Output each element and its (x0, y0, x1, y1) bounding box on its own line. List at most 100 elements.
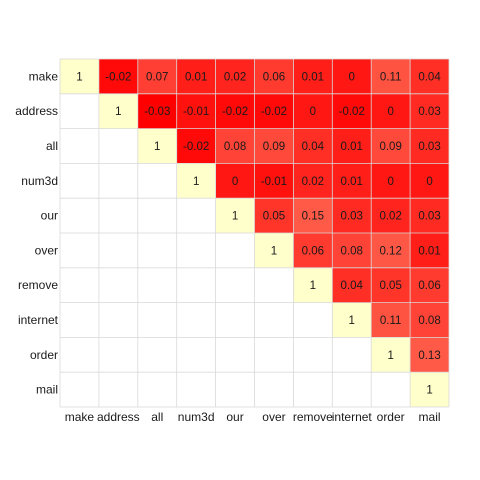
cell-value-label: 0.01 (302, 71, 324, 83)
heatmap-cell-empty (176, 267, 216, 303)
cell-value-label: 0 (310, 106, 316, 118)
heatmap-cell-num3d-over (254, 163, 294, 199)
heatmap-cell-empty (293, 337, 333, 373)
cell-value-label: 0.06 (418, 280, 440, 292)
heatmap-cell-over-remove (293, 233, 333, 268)
cell-value-label: 0.11 (380, 71, 402, 83)
heatmap-cell-empty (137, 337, 177, 373)
heatmap-cell-empty (137, 372, 177, 407)
cell-value-label: 1 (387, 350, 393, 362)
heatmap-cell-our-mail (410, 198, 449, 233)
heatmap-cell-num3d-mail (410, 163, 449, 199)
heatmap-cell-empty (254, 302, 294, 338)
heatmap-cell-empty (98, 372, 138, 407)
y-tick-label-mail: mail (36, 383, 58, 397)
heatmap-cell-all-our (215, 128, 255, 164)
cell-value-label: 1 (193, 176, 199, 188)
heatmap-cell-address-mail (410, 93, 449, 129)
y-tick-label-num3d: num3d (21, 174, 58, 188)
cell-value-label: 0 (426, 176, 432, 188)
heatmap-cell-address-all (137, 93, 177, 129)
y-tick-label-all: all (46, 139, 58, 153)
y-tick-label-internet: internet (18, 313, 59, 327)
heatmap-cell-all-internet (332, 128, 372, 164)
cell-value-label: 0.06 (302, 245, 324, 257)
heatmap-cell-empty (254, 372, 294, 407)
cell-value-label: 0 (387, 106, 393, 118)
heatmap-cell-remove-remove (293, 267, 333, 303)
heatmap-cell-empty (60, 93, 99, 129)
heatmap-cell-address-internet (332, 93, 372, 129)
cell-value-label: 0.04 (418, 71, 441, 83)
heatmap-cell-empty (176, 233, 216, 268)
cell-value-label: 0.01 (185, 71, 207, 83)
heatmap-cell-make-make (60, 59, 99, 94)
heatmap-cell-all-over (254, 128, 294, 164)
cell-value-label: 0.08 (418, 315, 440, 327)
cell-value-label: 0.01 (418, 245, 440, 257)
heatmap-cells (60, 59, 449, 407)
heatmap-cell-internet-internet (332, 302, 372, 338)
heatmap-cell-our-internet (332, 198, 372, 233)
heatmap-cell-remove-order (371, 267, 411, 303)
cell-value-label: 0.05 (379, 280, 401, 292)
cell-value-label: -0.02 (183, 141, 209, 153)
cell-value-label: 1 (76, 71, 82, 83)
x-tick-label-our: our (226, 410, 243, 424)
heatmap-cell-over-internet (332, 233, 372, 268)
cell-value-label: 1 (310, 280, 316, 292)
heatmap-cell-empty (215, 267, 255, 303)
cell-value-label: 0 (232, 176, 238, 188)
heatmap-cell-address-over (254, 93, 294, 129)
heatmap-cell-empty (176, 198, 216, 233)
x-tick-label-over: over (262, 410, 285, 424)
heatmap-cell-empty (371, 372, 411, 407)
heatmap-cell-empty (176, 372, 216, 407)
cell-value-label: 0.09 (379, 141, 401, 153)
heatmap-cell-our-remove (293, 198, 333, 233)
cell-value-label: 0.01 (341, 141, 363, 153)
heatmap-cell-empty (176, 302, 216, 338)
cell-value-label: 1 (232, 211, 238, 223)
heatmap-cell-empty (98, 128, 138, 164)
heatmap-cell-make-num3d (176, 59, 216, 94)
heatmap-cell-empty (215, 302, 255, 338)
heatmap-cell-make-mail (410, 59, 449, 94)
heatmap-cell-num3d-remove (293, 163, 333, 199)
cell-value-label: -0.01 (183, 106, 209, 118)
heatmap-cell-address-num3d (176, 93, 216, 129)
heatmap-cell-our-order (371, 198, 411, 233)
heatmap-cell-empty (60, 128, 99, 164)
heatmap-cell-over-over (254, 233, 294, 268)
heatmap-cell-make-address (98, 59, 138, 94)
cell-value-label: 0.15 (302, 211, 324, 223)
heatmap-cell-empty (254, 337, 294, 373)
y-tick-label-address: address (15, 104, 58, 118)
cell-value-label: 0.06 (263, 71, 285, 83)
heatmap-cell-empty (98, 302, 138, 338)
x-tick-label-internet: internet (332, 410, 373, 424)
x-tick-label-mail: mail (419, 410, 441, 424)
heatmap-cell-num3d-order (371, 163, 411, 199)
x-tick-label-make: make (65, 410, 95, 424)
heatmap-cell-empty (332, 372, 372, 407)
heatmap-cell-empty (98, 198, 138, 233)
heatmap-cell-order-mail (410, 337, 449, 373)
heatmap-cell-empty (98, 337, 138, 373)
heatmap-cell-make-our (215, 59, 255, 94)
heatmap-cell-over-mail (410, 233, 449, 268)
heatmap-cell-empty (215, 337, 255, 373)
y-tick-label-our: our (41, 209, 58, 223)
y-tick-label-make: make (29, 69, 59, 83)
x-tick-label-all: all (151, 410, 163, 424)
cell-value-label: 0.11 (380, 315, 402, 327)
heatmap-cell-empty (60, 372, 99, 407)
cell-value-label: 0 (387, 176, 393, 188)
heatmap-cell-empty (293, 302, 333, 338)
heatmap-cell-num3d-num3d (176, 163, 216, 199)
x-axis-tick-labels: make address all num3d our over removeinternet… (65, 410, 441, 424)
cell-value-label: 1 (349, 315, 355, 327)
heatmap-cell-empty (137, 163, 177, 199)
